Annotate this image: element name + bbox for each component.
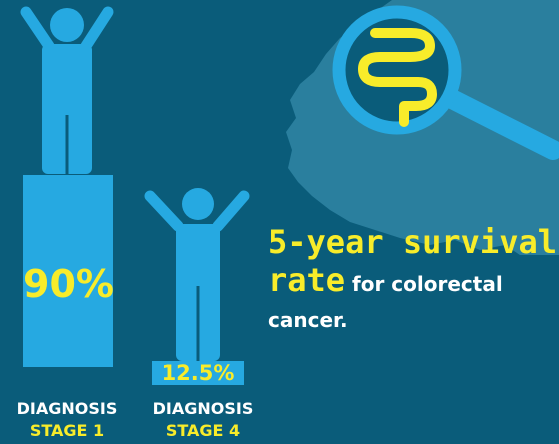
person-stage4-icon [144, 188, 250, 361]
stage4-percent: 12.5% [152, 361, 244, 385]
stage1-label: DIAGNOSIS STAGE 1 [2, 398, 132, 442]
intestine-icon [358, 28, 437, 127]
stage1-label-line1: DIAGNOSIS [16, 399, 118, 418]
headline-part1: 5-year survival [268, 223, 557, 261]
headline-part3: for colorectal [345, 272, 503, 296]
person-stage1-icon [20, 6, 114, 367]
stage1-percent: 90% [23, 262, 114, 306]
stage4-label: DIAGNOSIS STAGE 4 [138, 398, 268, 442]
stage4-label-line2: STAGE 4 [165, 421, 241, 440]
headline: 5-year survival rate for colorectal canc… [268, 226, 559, 337]
headline-part4: cancer. [268, 308, 348, 332]
stage1-label-line2: STAGE 1 [29, 421, 105, 440]
headline-part2: rate [268, 261, 346, 299]
stage4-label-line1: DIAGNOSIS [152, 399, 254, 418]
